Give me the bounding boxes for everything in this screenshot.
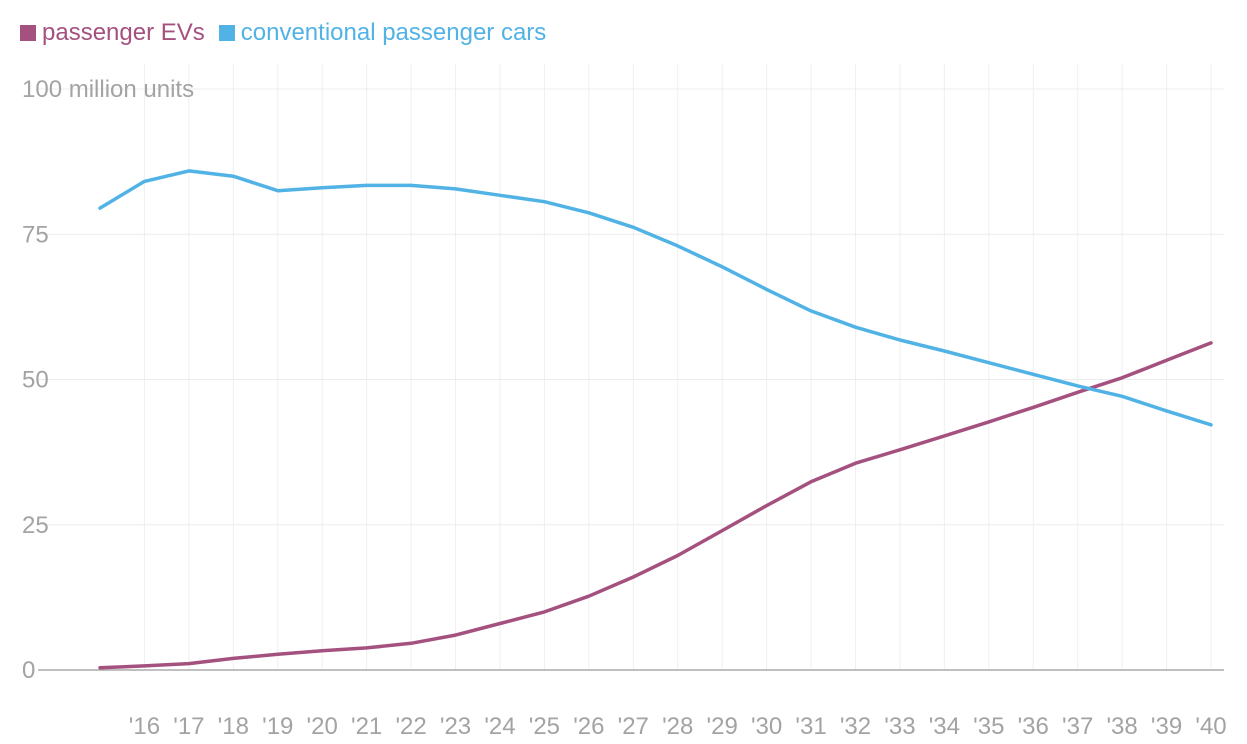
x-tick-label: '20 — [307, 713, 338, 740]
x-tick-labels: '16 '17 '18 '19 '20 '21 '22 '23 '24 '25 '26 '27 '28 '… — [129, 713, 1227, 740]
x-tick-label: '22 — [395, 713, 426, 740]
x-tick-label: '37 — [1062, 713, 1093, 740]
x-tick-label: '31 — [795, 713, 826, 740]
x-tick-label: '25 — [529, 713, 560, 740]
legend-swatch-conventional — [218, 25, 235, 41]
x-tick-label: '19 — [262, 713, 293, 740]
legend-item-evs: passenger EVs — [20, 18, 205, 48]
series-line-conventional-cars — [98, 169, 1213, 427]
series-line-passenger-evs — [98, 341, 1213, 670]
x-tick-label: '32 — [840, 713, 871, 740]
series-lines — [98, 169, 1213, 670]
x-tick-label: '39 — [1151, 713, 1182, 740]
legend-swatch-evs — [20, 25, 36, 41]
x-tick-label: '18 — [218, 713, 249, 740]
x-tick-label: '34 — [929, 713, 960, 740]
x-tick-label: '23 — [440, 713, 471, 740]
x-tick-label: '17 — [173, 713, 204, 740]
x-tick-label: '26 — [573, 713, 604, 740]
legend-label-evs: passenger EVs — [42, 19, 205, 46]
x-tick-label: '35 — [973, 713, 1004, 740]
x-tick-label: '30 — [751, 713, 782, 740]
y-tick-labels: 0 25 50 75 100 million units — [22, 76, 194, 684]
y-tick-label: 0 — [22, 657, 35, 684]
y-tick-label: 25 — [22, 512, 49, 539]
x-tick-label: '36 — [1018, 713, 1049, 740]
x-tick-label: '27 — [618, 713, 649, 740]
x-tick-label: '40 — [1195, 713, 1226, 740]
grid-lines — [38, 64, 1224, 670]
y-tick-label: 100 million units — [22, 76, 194, 103]
x-tick-label: '33 — [884, 713, 915, 740]
x-tick-label: '29 — [707, 713, 738, 740]
legend-item-conventional: conventional passenger cars — [218, 18, 547, 48]
y-tick-label: 50 — [22, 367, 49, 394]
chart-legend: passenger EVs conventional passenger car… — [20, 18, 560, 48]
x-tick-label: '38 — [1106, 713, 1137, 740]
legend-label-conventional: conventional passenger cars — [240, 19, 547, 46]
y-tick-label: 75 — [22, 221, 49, 248]
x-tick-label: '28 — [662, 713, 693, 740]
x-tick-label: '21 — [351, 713, 382, 740]
x-tick-label: '24 — [484, 713, 515, 740]
x-tick-label: '16 — [129, 713, 160, 740]
